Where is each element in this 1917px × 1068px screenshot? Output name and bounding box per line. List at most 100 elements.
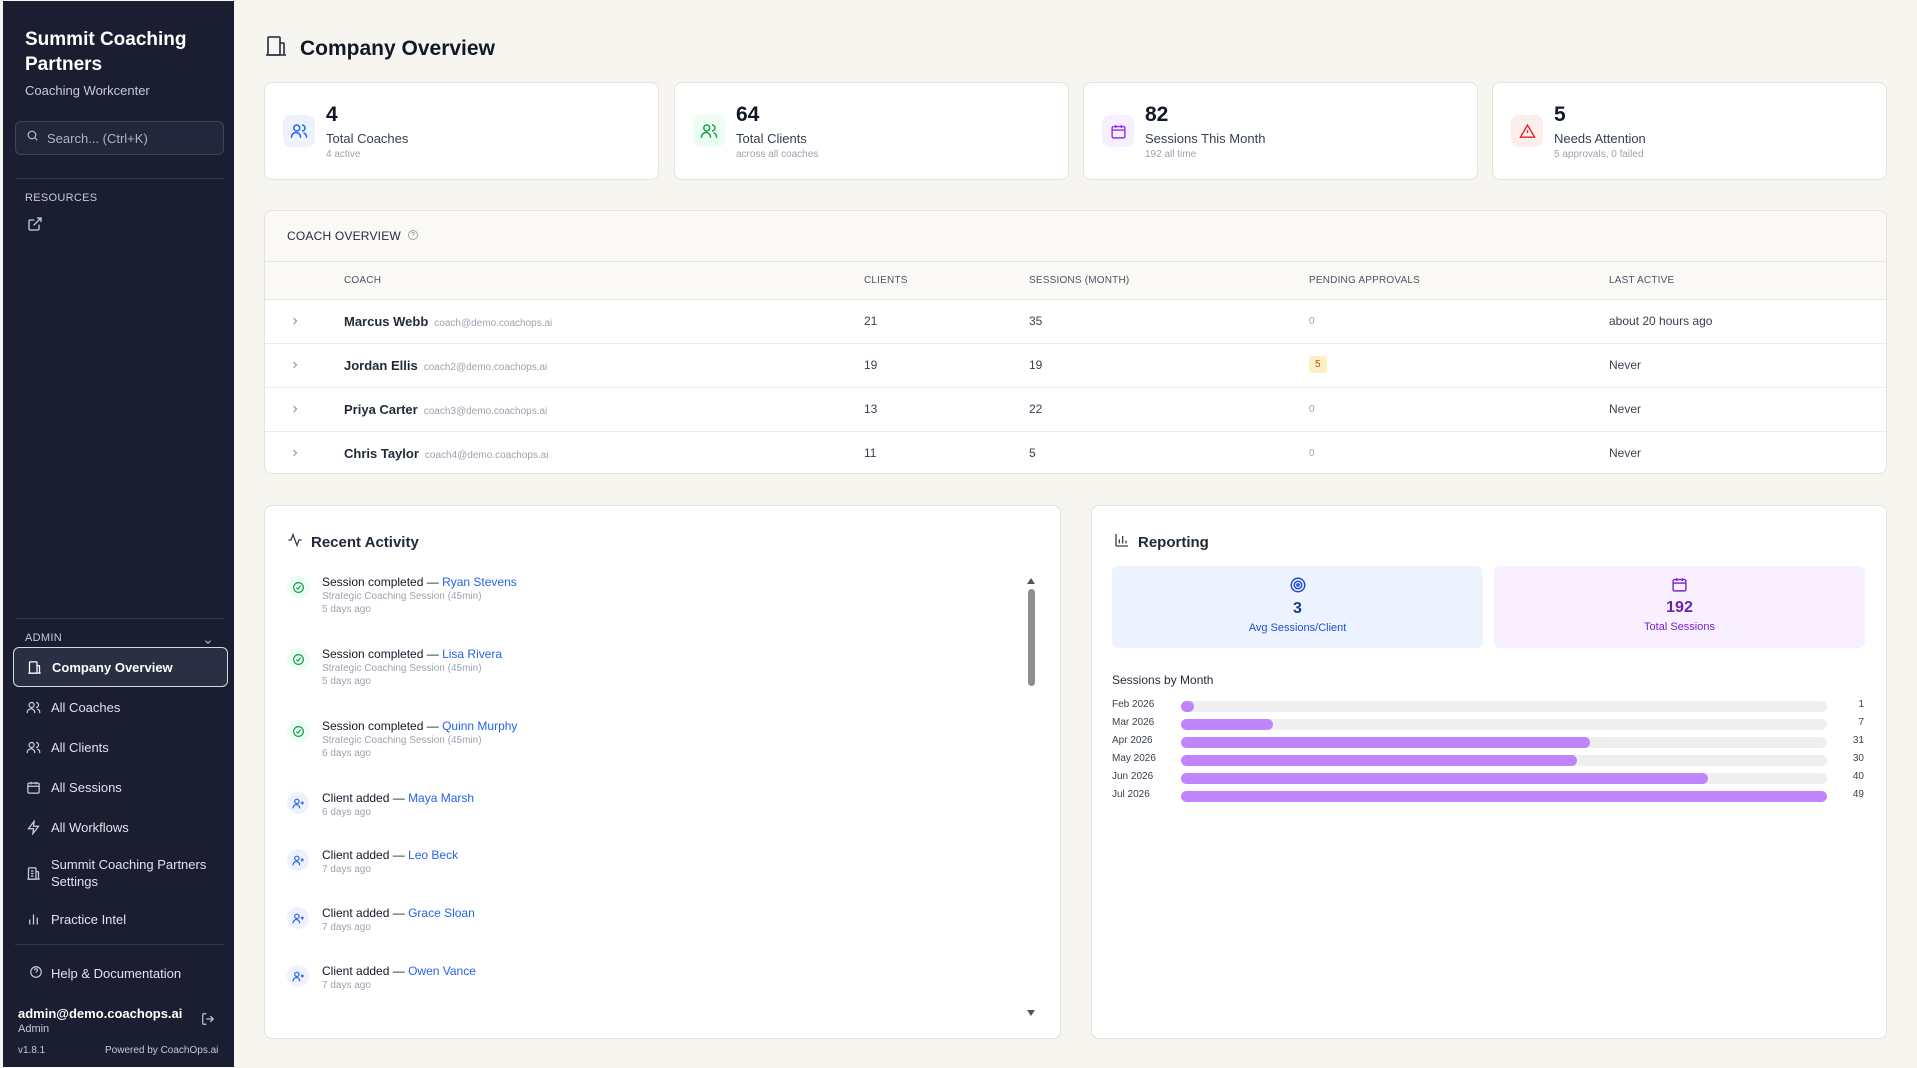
list-item[interactable]: Session completed — Ryan Stevens Strateg…	[287, 574, 1017, 646]
scroll-thumb[interactable]	[1028, 589, 1035, 686]
last-active-cell: Never	[1609, 446, 1642, 460]
help-circle-icon[interactable]	[407, 229, 419, 244]
activity-client-link[interactable]: Owen Vance	[408, 964, 476, 978]
clients-cell: 13	[864, 402, 878, 416]
activity-action: Session completed	[322, 719, 424, 733]
activity-time: 7 days ago	[322, 922, 371, 933]
activity-action: Client added	[322, 791, 390, 805]
pending-cell: 0	[1309, 448, 1315, 459]
activity-time: 7 days ago	[322, 864, 371, 875]
list-item[interactable]: Client added — Owen Vance 7 days ago	[287, 963, 1017, 1021]
calendar-icon	[1102, 115, 1134, 147]
last-active-cell: Never	[1609, 402, 1642, 416]
bar-value-label: 7	[1858, 717, 1864, 728]
list-item[interactable]: Client added — Grace Sloan 7 days ago	[287, 905, 1017, 963]
pending-cell: 0	[1309, 316, 1315, 327]
activity-time: 5 days ago	[322, 676, 371, 687]
activity-action: Session completed	[322, 575, 424, 589]
nav-settings[interactable]: Summit Coaching Partners Settings	[13, 847, 228, 899]
building-icon	[25, 865, 41, 881]
stat-value: 4	[326, 103, 338, 126]
scroll-down-arrow-icon[interactable]	[1026, 1004, 1036, 1022]
sidebar: Summit Coaching Partners Coaching Workce…	[3, 1, 234, 1067]
coach-overview-panel: COACH OVERVIEW COACH CLIENTS SESSIONS (M…	[264, 210, 1887, 474]
bar	[1181, 701, 1195, 712]
coach-email: coach2@demo.coachops.ai	[423, 362, 548, 373]
chevron-down-icon[interactable]	[203, 634, 213, 652]
stat-card-total-coaches: 4 Total Coaches 4 active	[264, 82, 659, 180]
nav-all-sessions[interactable]: All Sessions	[13, 767, 228, 807]
stat-label: Sessions This Month	[1145, 131, 1266, 146]
activity-client-link[interactable]: Maya Marsh	[408, 791, 475, 805]
column-header-pending: PENDING APPROVALS	[1309, 275, 1421, 286]
chevron-right-icon[interactable]	[289, 402, 301, 420]
activity-title: Session completed — Quinn Murphy	[322, 719, 518, 733]
logout-icon[interactable]	[201, 1012, 215, 1031]
list-item[interactable]: Session completed — Lisa Rivera Strategi…	[287, 646, 1017, 718]
activity-client-link[interactable]: Lisa Rivera	[442, 647, 503, 661]
activity-action: Session completed	[322, 647, 424, 661]
check-circle-icon	[287, 576, 309, 598]
list-item[interactable]: Client added — Leo Beck 7 days ago	[287, 847, 1017, 905]
activity-time: 7 days ago	[322, 980, 371, 991]
bar-track	[1181, 719, 1827, 730]
bar	[1181, 755, 1577, 766]
nav-label: All Clients	[51, 739, 109, 755]
table-row[interactable]: Jordan Ellis coach2@demo.coachops.ai 19 1…	[265, 344, 1886, 388]
last-active-cell: about 20 hours ago	[1609, 314, 1713, 328]
activity-time: 6 days ago	[322, 807, 371, 818]
bar-category-label: Jul 2026	[1112, 789, 1150, 800]
panel-title: Reporting	[1114, 532, 1209, 552]
coach-email: coach4@demo.coachops.ai	[424, 450, 549, 461]
help-link[interactable]: Help & Documentation	[29, 965, 209, 982]
activity-client-link[interactable]: Leo Beck	[408, 848, 459, 862]
help-circle-icon	[29, 965, 43, 982]
bar	[1181, 737, 1590, 748]
page-title-text: Company Overview	[300, 37, 495, 60]
sidebar-divider	[15, 944, 224, 945]
stat-subtext: 5 approvals, 0 failed	[1554, 149, 1644, 160]
activity-client-link[interactable]: Quinn Murphy	[442, 719, 518, 733]
bar-row: Apr 2026 31	[1112, 732, 1867, 750]
table-row[interactable]: Priya Carter coach3@demo.coachops.ai 13 2…	[265, 388, 1886, 432]
activity-title: Session completed — Lisa Rivera	[322, 647, 503, 661]
activity-scrollbar[interactable]	[1026, 572, 1036, 1016]
bar-row: May 2026 30	[1112, 750, 1867, 768]
activity-client-link[interactable]: Grace Sloan	[408, 906, 475, 920]
nav-practice-intel[interactable]: Practice Intel	[13, 899, 228, 939]
table-row[interactable]: Marcus Webb coach@demo.coachops.ai 21 35 …	[265, 300, 1886, 344]
activity-title: Client added — Leo Beck	[322, 848, 459, 862]
nav-all-clients[interactable]: All Clients	[13, 727, 228, 767]
last-active-cell: Never	[1609, 358, 1642, 372]
scroll-up-arrow-icon[interactable]	[1026, 572, 1036, 590]
list-item[interactable]: Client added — Maya Marsh 6 days ago	[287, 790, 1017, 847]
total-sessions-card: 192 Total Sessions	[1494, 566, 1865, 648]
brand-name: Summit Coaching Partners	[25, 29, 187, 75]
chevron-right-icon[interactable]	[289, 446, 301, 464]
chevron-right-icon[interactable]	[289, 358, 301, 376]
bar-value-label: 31	[1852, 735, 1864, 746]
users-icon	[693, 115, 725, 147]
stat-value: 5	[1554, 103, 1566, 126]
chevron-right-icon[interactable]	[289, 314, 301, 332]
nav-label: Practice Intel	[51, 911, 127, 927]
nav-all-coaches[interactable]: All Coaches	[13, 687, 228, 727]
search-box[interactable]	[15, 121, 224, 155]
avg-sessions-label: Avg Sessions/Client	[1248, 622, 1347, 634]
nav-company-overview[interactable]: Company Overview	[13, 647, 228, 687]
table-row[interactable]: Chris Taylor coach4@demo.coachops.ai 11 5…	[265, 432, 1886, 473]
check-circle-icon	[287, 720, 309, 742]
column-header-clients: CLIENTS	[864, 275, 908, 286]
bar-chart-icon	[25, 911, 41, 927]
external-link-icon[interactable]	[27, 216, 43, 237]
activity-client-link[interactable]: Ryan Stevens	[442, 575, 517, 589]
bar-value-label: 40	[1852, 771, 1864, 782]
avg-sessions-card: 3 Avg Sessions/Client	[1112, 566, 1483, 648]
list-item[interactable]: Session completed — Quinn Murphy Strateg…	[287, 718, 1017, 790]
search-input[interactable]	[47, 130, 207, 146]
nav-label: All Sessions	[51, 779, 122, 795]
bar-value-label: 30	[1852, 753, 1864, 764]
sessions-by-month-chart: Feb 2026 1 Mar 2026 7 Apr 2026 31 May 2026 30 Ju…	[1112, 696, 1867, 804]
nav-all-workflows[interactable]: All Workflows	[13, 807, 228, 847]
sidebar-divider	[15, 178, 224, 179]
